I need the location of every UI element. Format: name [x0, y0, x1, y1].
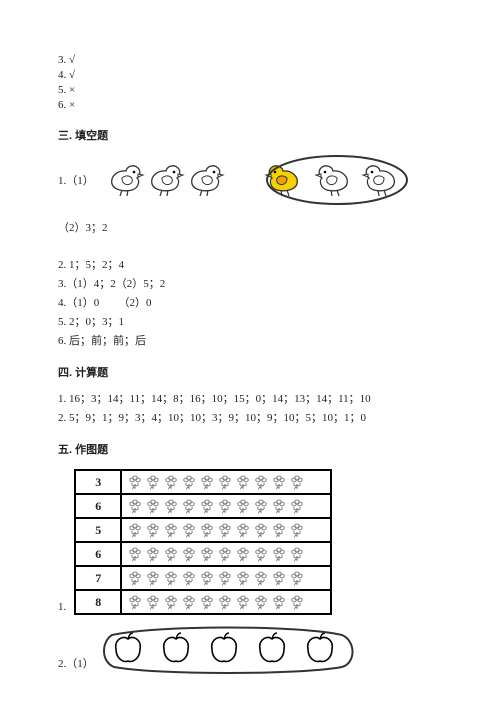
q1-sub1-label: 1.（1）: [58, 172, 94, 188]
s3-l2: 2. 1；5；2；4: [58, 256, 442, 272]
table-number-cell: 3: [75, 470, 121, 494]
ans-3: 3. √: [58, 54, 442, 66]
q5-2-label: 2.（1）: [58, 655, 94, 671]
s3-l3: 3.（1）4；2（2）5；2: [58, 275, 442, 291]
table-number-cell: 8: [75, 590, 121, 614]
ans-4: 4. √: [58, 69, 442, 81]
table-flower-cell: [121, 566, 331, 590]
table-flower-cell: [121, 470, 331, 494]
table-number-cell: 7: [75, 566, 121, 590]
apples-svg: [98, 621, 358, 675]
s4-l2: 2. 5；9；1；9；3；4；10；10；3；9；10；9；10；5；10；1；…: [58, 409, 442, 425]
table-flower-cell: [121, 590, 331, 614]
section-4-heading: 四. 计算题: [58, 364, 442, 380]
table-flower-cell: [121, 494, 331, 518]
q1-birds-figure: 1.（1）: [58, 153, 442, 207]
table-flower-cell: [121, 542, 331, 566]
s3-l6: 6. 后；前；前；后: [58, 332, 442, 348]
table-number-cell: 6: [75, 494, 121, 518]
q5-1-label: 1.: [58, 601, 66, 613]
table-number-cell: 5: [75, 518, 121, 542]
ans-6: 6. ×: [58, 99, 442, 111]
table-number-cell: 6: [75, 542, 121, 566]
flower-table: 365678: [74, 469, 332, 615]
ans-5: 5. ×: [58, 84, 442, 96]
s3-l4: 4.（1）0 （2）0: [58, 294, 442, 310]
s3-l5: 5. 2；0；3；1: [58, 313, 442, 329]
q1-sub2: （2）3；2: [58, 219, 442, 235]
birds-svg: [100, 153, 410, 207]
apples-figure: [98, 621, 358, 675]
table-flower-cell: [121, 518, 331, 542]
section-3-heading: 三. 填空题: [58, 127, 442, 143]
section-5-heading: 五. 作图题: [58, 441, 442, 457]
s4-l1: 1. 16；3；14；11；14；8；16；10；15；0；14；13；14；1…: [58, 390, 442, 406]
